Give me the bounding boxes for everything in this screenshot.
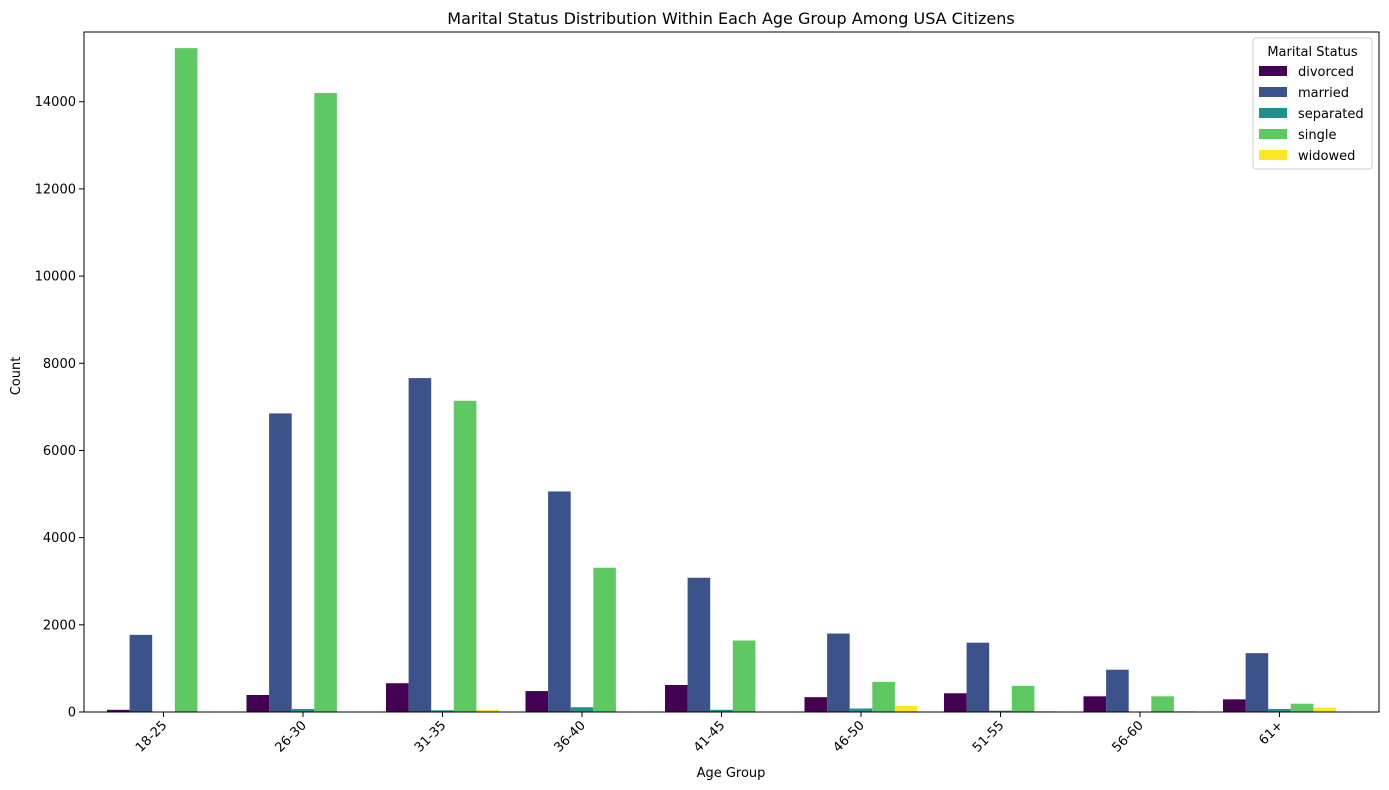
legend-label-single: single <box>1298 128 1337 143</box>
bar-divorced-36-40 <box>525 691 549 712</box>
bar-married-18-25 <box>129 634 153 712</box>
bar-married-56-60 <box>1106 669 1129 712</box>
bar-married-41-45 <box>687 577 711 712</box>
x-tick-label: 31-35 <box>412 718 449 755</box>
x-tick-label: 41-45 <box>691 718 728 755</box>
bar-single-26-30 <box>314 93 337 713</box>
bar-widowed-46-50 <box>894 705 918 712</box>
bar-single-51-55 <box>1011 685 1035 712</box>
legend-swatch-separated <box>1259 108 1287 118</box>
plot-area: 0 2000 4000 6000 8000 10000 12000 14000 18-25 26-… <box>35 31 1380 756</box>
bar-married-36-40 <box>548 491 571 712</box>
bar-divorced-51-55 <box>944 693 967 712</box>
bar-single-61+ <box>1290 703 1314 712</box>
y-tick-label: 6000 <box>43 444 76 459</box>
bar-separated-36-40 <box>570 707 594 712</box>
bar-single-46-50 <box>872 681 895 712</box>
bar-married-51-55 <box>966 642 990 712</box>
bar-separated-46-50 <box>849 708 873 712</box>
bar-separated-51-55 <box>989 710 1012 712</box>
bar-divorced-41-45 <box>665 684 688 712</box>
y-tick-label: 4000 <box>43 531 76 546</box>
bar-divorced-46-50 <box>804 697 828 712</box>
bar-single-56-60 <box>1151 696 1174 712</box>
y-tick-label: 0 <box>68 706 76 721</box>
bar-widowed-31-35 <box>476 709 499 712</box>
bar-married-26-30 <box>269 413 292 712</box>
bar-married-31-35 <box>408 378 432 712</box>
y-axis-label: Count <box>9 357 24 396</box>
bar-married-46-50 <box>827 633 850 712</box>
bar-divorced-31-35 <box>386 683 409 712</box>
x-tick-label: 26-30 <box>273 718 310 755</box>
x-axis-label: Age Group <box>697 766 766 781</box>
chart-title: Marital Status Distribution Within Each … <box>447 9 1014 28</box>
legend-title: Marital Status <box>1267 45 1358 60</box>
bar-single-18-25 <box>174 48 198 713</box>
bar-married-61+ <box>1245 653 1269 712</box>
legend-swatch-divorced <box>1259 66 1287 76</box>
bar-separated-26-30 <box>291 708 315 712</box>
y-tick-label: 2000 <box>43 618 76 633</box>
y-tick-label: 8000 <box>43 357 76 372</box>
legend-swatch-single <box>1259 129 1287 139</box>
bar-separated-41-45 <box>710 709 733 712</box>
bar-divorced-26-30 <box>246 695 270 712</box>
x-tick-label: 56-60 <box>1110 718 1147 755</box>
legend-label-separated: separated <box>1298 107 1364 122</box>
bar-divorced-18-25 <box>107 709 130 712</box>
legend-label-married: married <box>1298 86 1349 101</box>
x-tick-label: 46-50 <box>831 718 868 755</box>
bar-widowed-61+ <box>1313 707 1336 712</box>
bar-divorced-56-60 <box>1083 696 1107 712</box>
bar-single-41-45 <box>732 640 756 712</box>
legend-label-divorced: divorced <box>1298 65 1354 80</box>
y-tick-label: 12000 <box>35 182 76 197</box>
y-tick-label: 14000 <box>35 95 76 110</box>
bar-divorced-61+ <box>1223 699 1246 712</box>
axes-frame <box>83 31 1380 713</box>
bar-separated-31-35 <box>431 710 454 712</box>
x-tick-label: 36-40 <box>552 718 589 755</box>
legend: Marital Status divorced married separated si… <box>1252 37 1373 170</box>
x-tick-label: 18-25 <box>133 718 170 755</box>
bar-separated-61+ <box>1268 708 1291 712</box>
legend-swatch-married <box>1259 87 1287 97</box>
y-tick-label: 10000 <box>35 270 76 285</box>
x-tick-label: 61+ <box>1256 718 1286 748</box>
legend-swatch-widowed <box>1259 150 1287 160</box>
legend-label-widowed: widowed <box>1298 149 1355 164</box>
x-tick-label: 51-55 <box>970 718 1007 755</box>
bar-single-36-40 <box>593 567 616 712</box>
bar-single-31-35 <box>453 400 477 712</box>
